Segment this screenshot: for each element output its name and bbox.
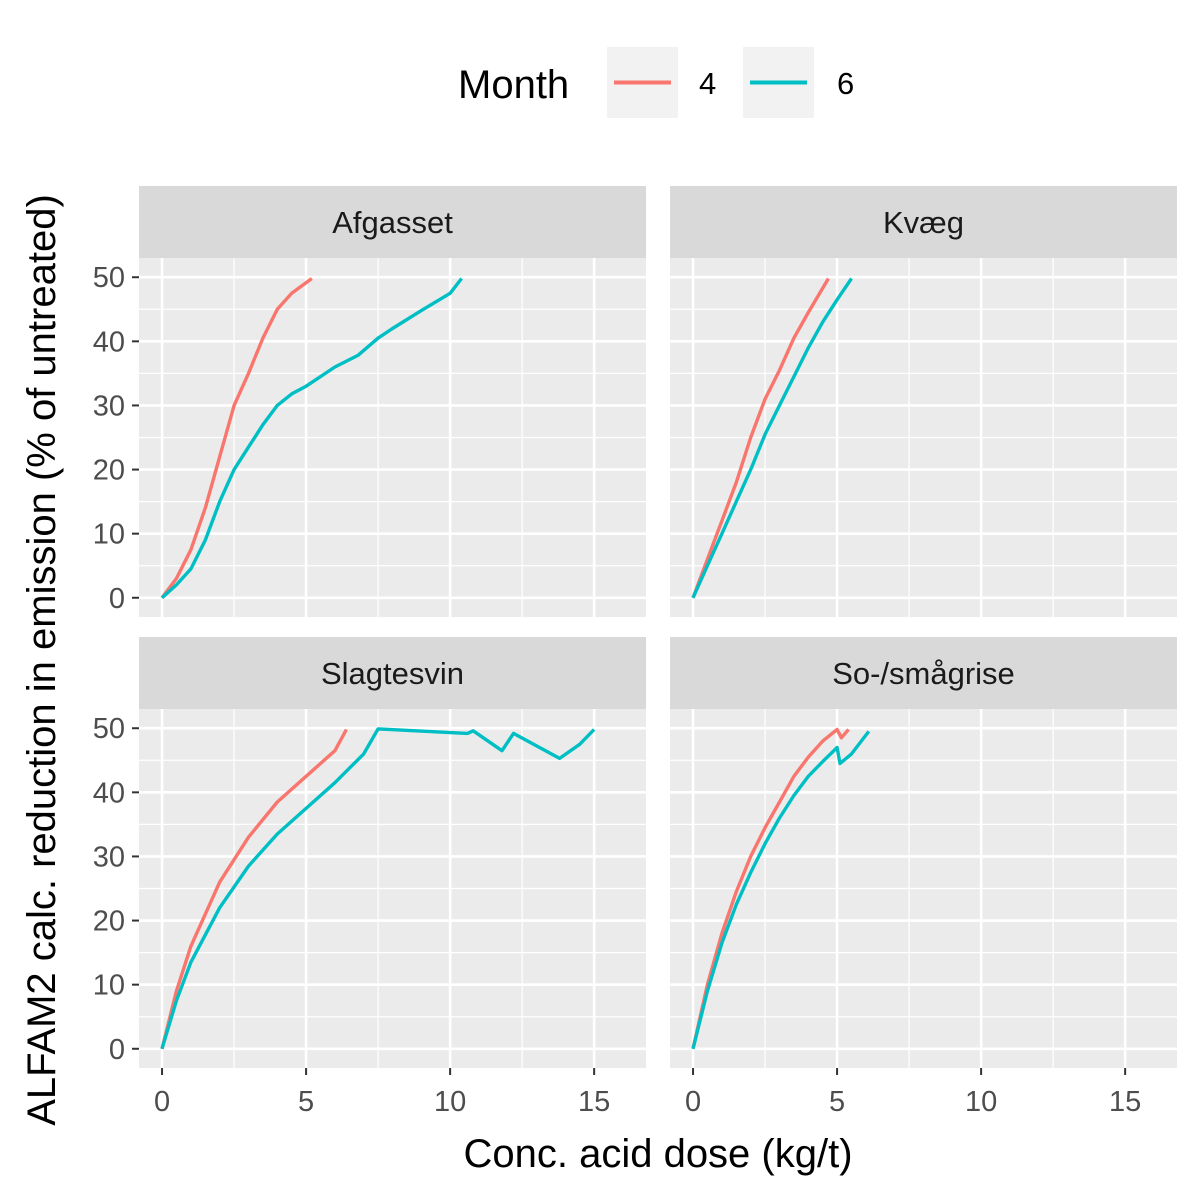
series-line-month-6 [691,730,871,1050]
series-line-month-6 [691,277,853,599]
y-tick-label: 40 [93,326,125,358]
y-tick-label: 0 [109,583,125,615]
x-axis-title: Conc. acid dose (kg/t) [463,1132,852,1176]
series-line-month-4 [160,728,348,1050]
legend-label-6: 6 [837,66,854,101]
y-tick-label: 50 [93,262,125,294]
x-tick-label: 10 [434,1086,466,1118]
series-line-month-6 [160,727,596,1050]
strip-title: Afgasset [332,205,453,240]
strip-title: Slagtesvin [321,656,464,691]
strip-slagtesvin [139,637,646,709]
y-tick-label: 10 [93,519,125,551]
strip-afgasset [139,186,646,258]
x-tick-label: 0 [154,1086,170,1118]
series-line-month-4 [691,277,830,599]
x-tick-label: 15 [578,1086,610,1118]
legend-title: Month [458,63,569,107]
series-line-month-4 [691,727,850,1050]
y-tick-label: 0 [109,1034,125,1066]
strip-title: Kvæg [883,205,964,240]
legend: Month 4 6 [458,47,854,118]
y-axis-title: ALFAM2 calc. reduction in emission (% of… [20,194,64,1126]
x-tick-label: 5 [829,1086,845,1118]
panel-so-sm-grise: So-/smågrise 0 5 10 15 [670,637,1177,1118]
y-tick-label: 20 [93,906,125,938]
y-tick-label: 10 [93,970,125,1002]
strip-title: So-/smågrise [832,656,1015,691]
panel-slagtesvin: Slagtesvin 0 10 20 30 40 50 0 5 10 15 [93,637,646,1118]
x-tick-label: 10 [965,1086,997,1118]
series-line-month-6 [160,277,463,600]
y-tick-label: 30 [93,841,125,873]
panel-afgasset: Afgasset 0 10 20 30 40 50 [93,186,646,617]
strip-kv-g [670,186,1177,258]
x-tick-label: 5 [298,1086,314,1118]
y-tick-label: 30 [93,390,125,422]
panel-kv-g: Kvæg [670,186,1177,617]
y-tick-label: 40 [93,777,125,809]
legend-label-4: 4 [699,66,716,101]
strip-so-sm-grise [670,637,1177,709]
facet-panels: Afgasset01020304050KvægSlagtesvin0102030… [93,186,1177,1118]
y-tick-label: 20 [93,455,125,487]
y-tick-label: 50 [93,713,125,745]
series-line-month-4 [160,277,313,599]
x-tick-label: 0 [685,1086,701,1118]
x-tick-label: 15 [1109,1086,1141,1118]
